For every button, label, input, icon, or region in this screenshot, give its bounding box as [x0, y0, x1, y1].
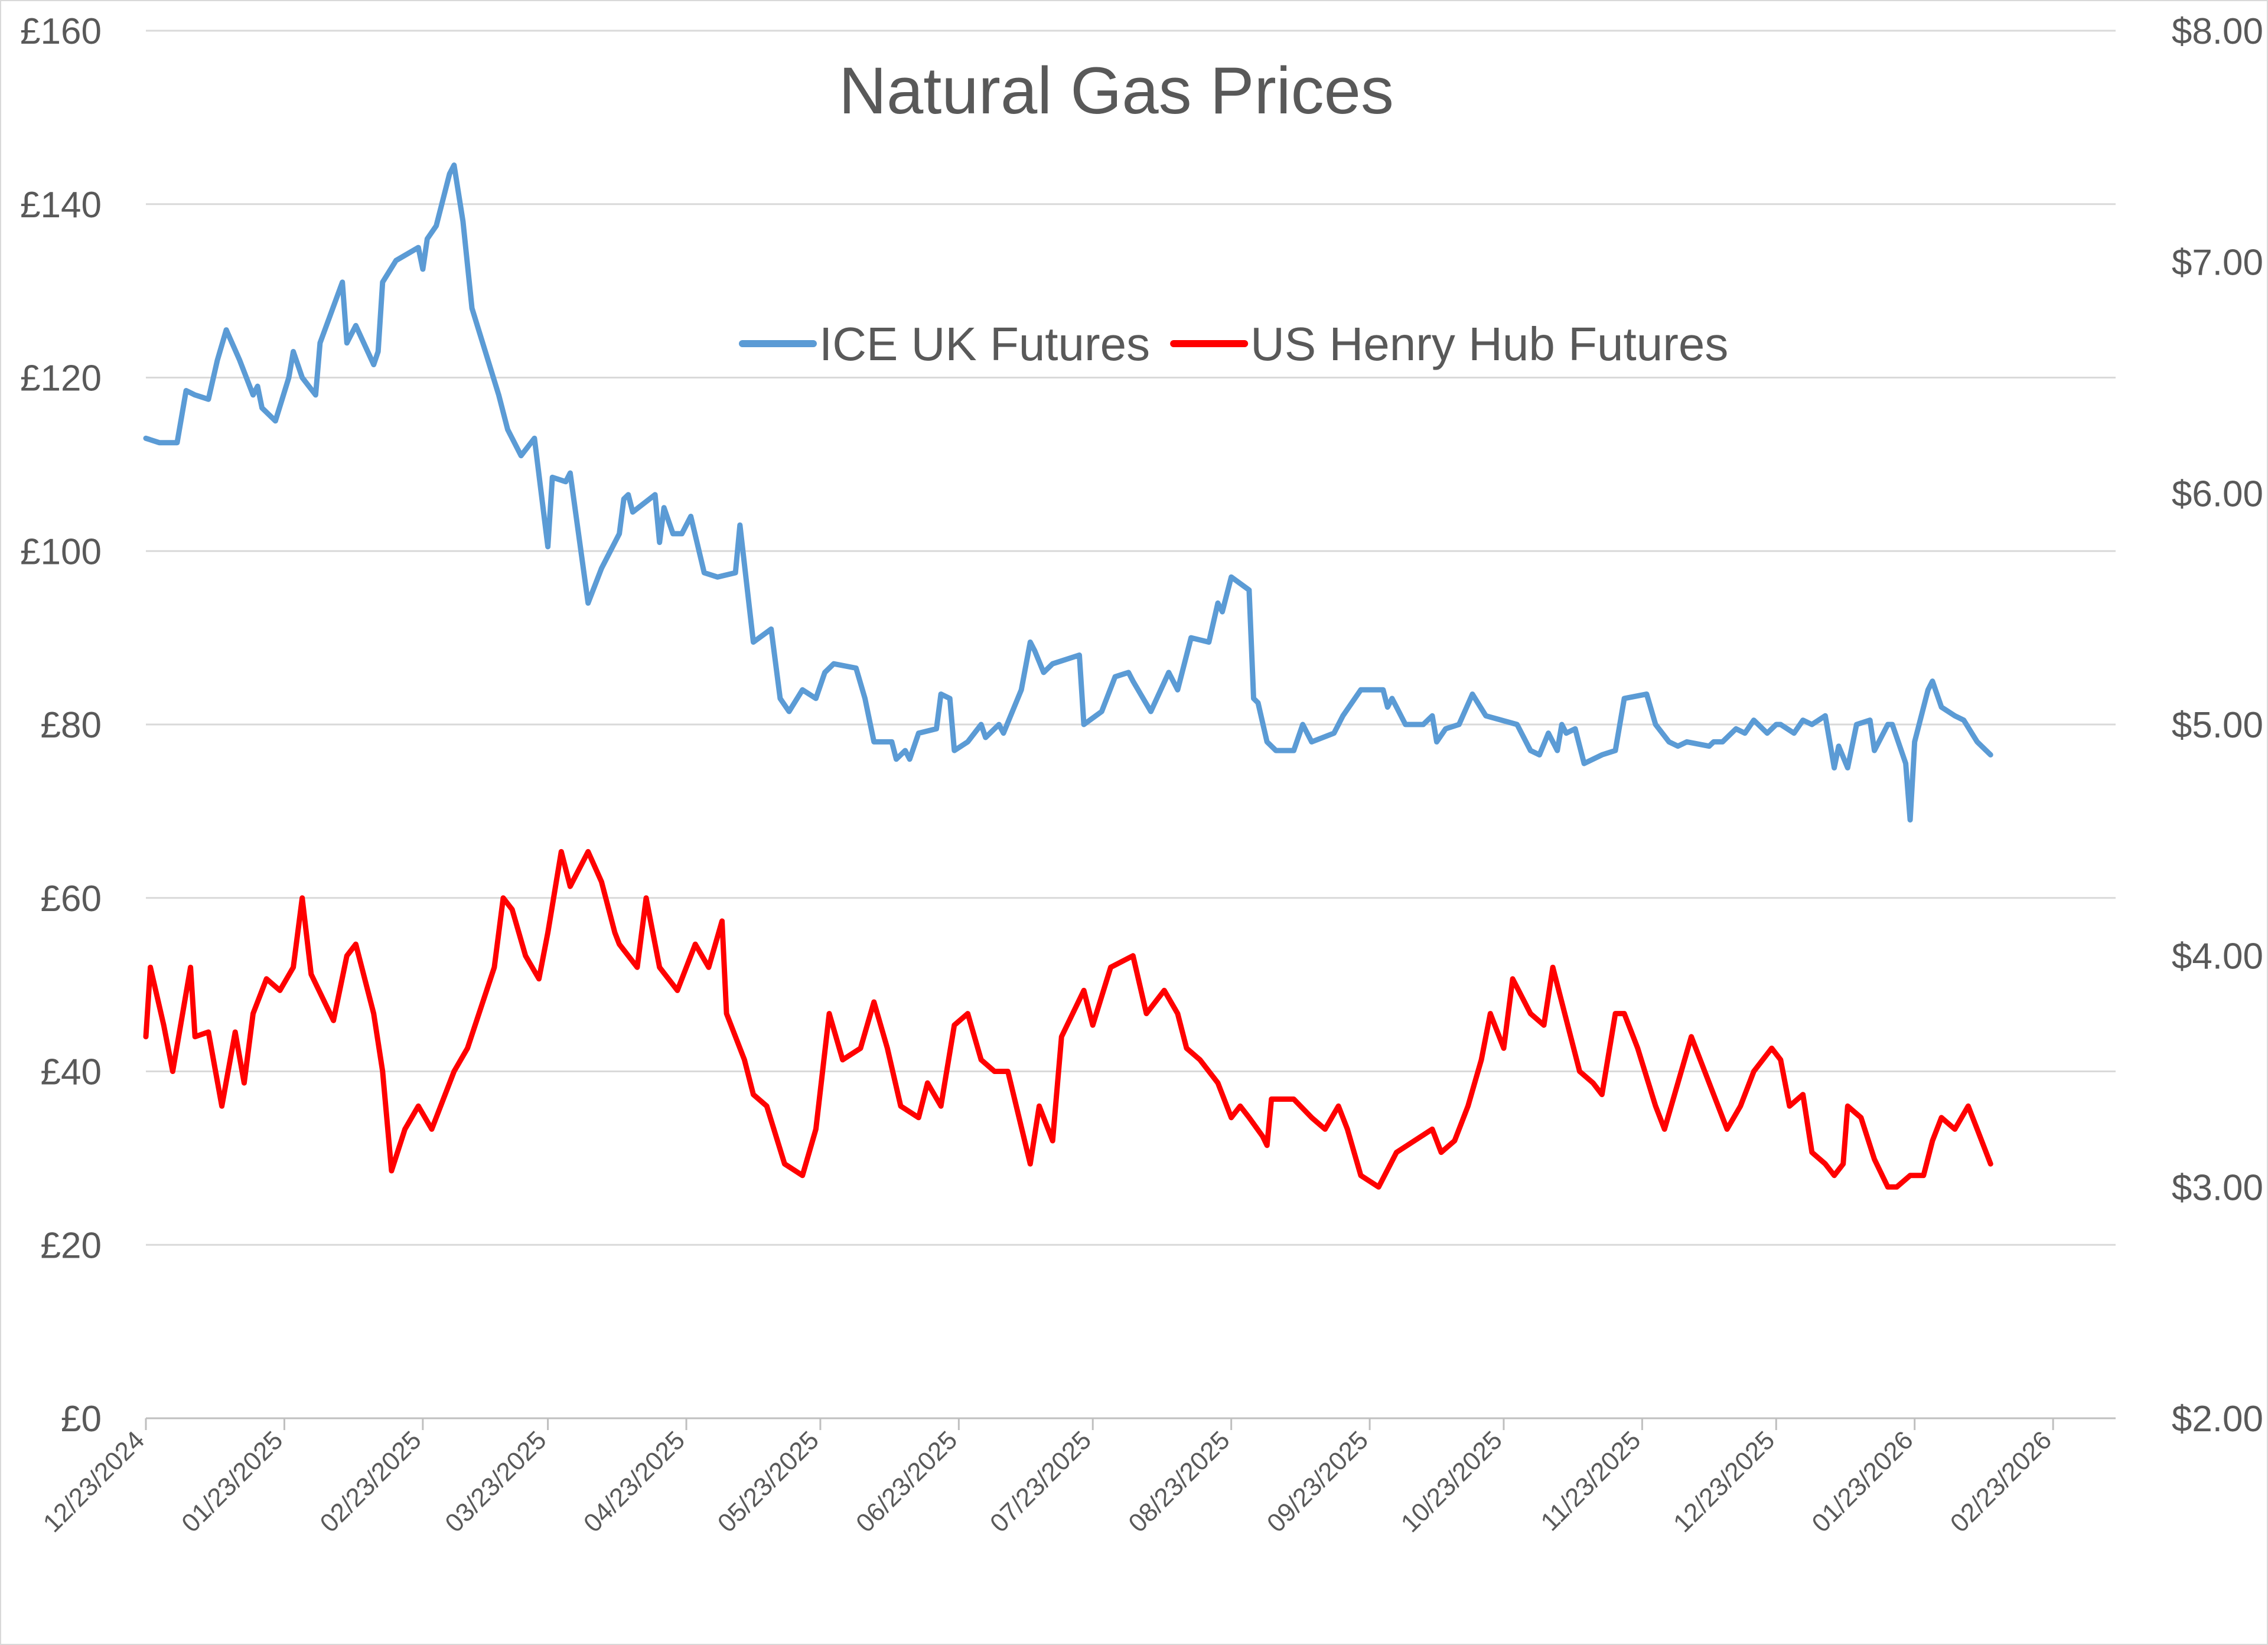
y-right-tick-label: $2.00: [2172, 1399, 2263, 1440]
y-right-tick-label: $6.00: [2172, 474, 2263, 514]
x-tick-label: 02/23/2025: [315, 1425, 427, 1538]
x-tick-label: 01/23/2025: [176, 1425, 288, 1538]
henry-hub-series-line: [143, 848, 1993, 1190]
x-tick-label: 10/23/2025: [1396, 1425, 1508, 1538]
legend-label: ICE UK Futures: [819, 318, 1150, 370]
y-left-tick-label: £60: [41, 879, 102, 919]
ice-uk-series-line: [143, 162, 1993, 823]
x-tick-label: 07/23/2025: [985, 1425, 1097, 1538]
y-right-tick-label: $4.00: [2172, 936, 2263, 977]
x-tick-label: 11/23/2025: [1535, 1425, 1646, 1536]
legend-label: US Henry Hub Futures: [1250, 318, 1728, 370]
y-left-tick-label: £120: [20, 358, 102, 399]
x-tick-label: 12/23/2025: [1668, 1425, 1780, 1538]
y-right-tick-label: $5.00: [2172, 705, 2263, 746]
series-layer: [143, 162, 1993, 1190]
y-left-tick-label: £80: [41, 705, 102, 746]
y-left-tick-label: £140: [20, 185, 102, 226]
y-right-tick-label: $8.00: [2172, 11, 2263, 52]
axes: £0 £20 £40 £60 £80 £100 £120 £140 £160 $2.00 $3.00…: [20, 11, 2263, 1538]
y-left-tick-label: £20: [41, 1225, 102, 1266]
legend: ICE UK Futures US Henry Hub Futures: [739, 318, 1728, 370]
y-left-tick-label: £40: [41, 1052, 102, 1093]
x-tick-label: 03/23/2025: [439, 1425, 552, 1538]
y-left-tick-label: £0: [61, 1399, 102, 1440]
y-right-tick-label: $7.00: [2172, 243, 2263, 283]
x-tick-label: 08/23/2025: [1123, 1425, 1235, 1538]
x-tick-label: 12/23/2024: [38, 1425, 150, 1538]
y-left-tick-label: £160: [20, 11, 102, 52]
x-tick-label: 04/23/2025: [578, 1425, 690, 1538]
x-tick-label: 09/23/2025: [1262, 1425, 1374, 1538]
x-tick-label: 01/23/2026: [1806, 1425, 1918, 1538]
gridlines: [146, 30, 2116, 1246]
x-tick-label: 02/23/2026: [1945, 1425, 2057, 1538]
y-right-tick-label: $3.00: [2172, 1167, 2263, 1208]
x-tick-label: 05/23/2025: [712, 1425, 825, 1538]
y-left-tick-label: £100: [20, 531, 102, 572]
x-tick-label: 06/23/2025: [850, 1425, 963, 1538]
chart-title: Natural Gas Prices: [839, 54, 1394, 128]
